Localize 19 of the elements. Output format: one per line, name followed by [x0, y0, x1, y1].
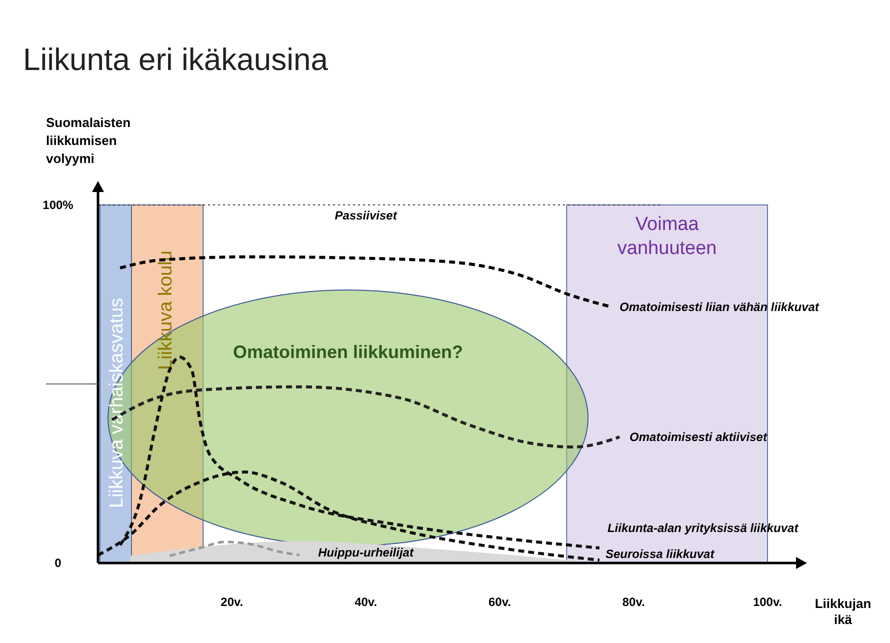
band-label: Liikkuva koulu [155, 250, 176, 370]
x-tick-label: 80v. [622, 595, 645, 609]
annotation: Huippu-urheilijat [318, 545, 414, 560]
chart-title: Liikunta eri ikäkausina [23, 42, 329, 77]
annotation: Omatoiminen liikkuminen? [232, 342, 464, 362]
x-tick-label: 40v. [354, 595, 378, 609]
x-tick-label: 100v. [752, 595, 782, 609]
series-label: Omatoimisesti aktiiviset [630, 430, 768, 444]
band-label: Liikkuva varhaiskasvatus [106, 298, 128, 508]
x-tick-label: 20v. [220, 595, 244, 609]
x-axis-title: Liikkujan ikä [814, 596, 872, 627]
band-label: Voimaa vanhuuteen [617, 214, 717, 259]
annotation: Passiiviset [334, 208, 398, 223]
y-tick-label: 0 [54, 556, 62, 570]
y-tick-label: 100% [42, 198, 74, 212]
x-tick-label: 60v. [488, 595, 511, 609]
series-label: Seuroissa liikkuvat [605, 547, 716, 562]
y-axis-title: Suomalaisten liikkumisen volyymi [46, 115, 131, 166]
series-label: Omatoimisesti liian vähän liikkuvat [620, 300, 820, 314]
